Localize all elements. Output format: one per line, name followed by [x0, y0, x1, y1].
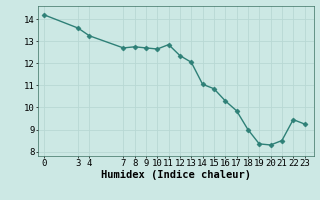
- X-axis label: Humidex (Indice chaleur): Humidex (Indice chaleur): [101, 170, 251, 180]
